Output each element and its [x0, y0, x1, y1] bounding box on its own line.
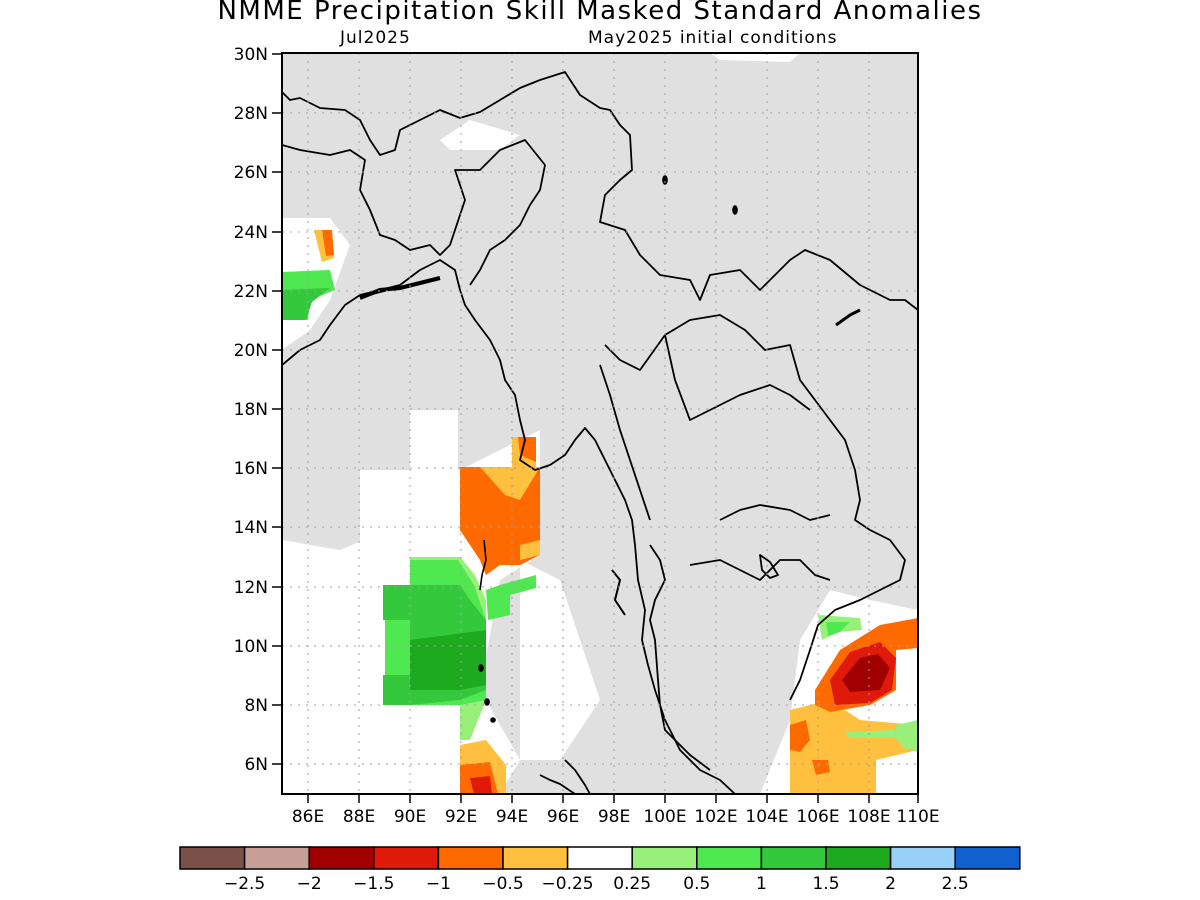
map-frame — [281, 52, 919, 795]
lon-label: 88E — [343, 807, 375, 827]
map-title: NMME Precipitation Skill Masked Standard… — [217, 0, 983, 26]
map-area — [282, 53, 918, 794]
colorbar: −2.5 −2 −1.5 −1 −0.5 −0.25 0.25 0.5 1 1.5 2 2.5 — [179, 846, 1021, 894]
lat-label: 16N — [234, 459, 268, 479]
lat-label: 20N — [234, 341, 268, 361]
lon-label: 106E — [796, 807, 839, 827]
lat-label: 22N — [234, 282, 268, 302]
lon-label: 98E — [598, 807, 630, 827]
colorbar-swatch — [696, 846, 763, 870]
tick-marks — [272, 53, 919, 803]
colorbar-label: −1 — [426, 874, 451, 894]
lat-label: 26N — [234, 163, 268, 183]
lon-label: 96E — [547, 807, 579, 827]
lon-label: 108E — [847, 807, 890, 827]
lat-label: 24N — [234, 223, 268, 243]
colorbar-label: −0.25 — [542, 874, 594, 894]
colorbar-swatch — [373, 846, 440, 870]
colorbar-swatch — [760, 846, 827, 870]
lat-label: 18N — [234, 400, 268, 420]
colorbar-label: −2.5 — [224, 874, 265, 894]
colorbar-swatch — [889, 846, 956, 870]
lon-label: 86E — [292, 807, 324, 827]
colorbar-swatch — [502, 846, 569, 870]
lat-label: 10N — [234, 637, 268, 657]
islands — [359, 175, 861, 723]
colorbar-label: −0.5 — [482, 874, 523, 894]
latitude-labels: 30N 28N 26N 24N 22N 20N 18N 16N 14N 12N … — [234, 45, 268, 775]
lat-label: 30N — [234, 45, 268, 65]
lat-label: 14N — [234, 518, 268, 538]
colorbar-label: 2 — [885, 874, 896, 894]
colorbar-label: 0.5 — [683, 874, 710, 894]
colorbar-swatch — [308, 846, 375, 870]
colorbar-swatch — [825, 846, 892, 870]
colorbar-swatch — [566, 846, 633, 870]
colorbar-label: −2 — [297, 874, 322, 894]
lon-label: 94E — [496, 807, 528, 827]
lon-label: 102E — [694, 807, 737, 827]
colorbar-swatch — [437, 846, 504, 870]
colorbar-swatch — [954, 846, 1021, 870]
lon-label: 104E — [745, 807, 788, 827]
colorbar-swatch — [179, 846, 246, 870]
colorbar-label: −1.5 — [353, 874, 394, 894]
lon-label: 90E — [394, 807, 426, 827]
colorbar-label: 2.5 — [942, 874, 969, 894]
graticule — [282, 53, 918, 794]
lon-label: 92E — [445, 807, 477, 827]
lon-label: 110E — [896, 807, 939, 827]
coastlines — [282, 71, 918, 794]
initial-conditions-label: May2025 initial conditions — [588, 28, 838, 48]
longitude-labels: 86E 88E 90E 92E 94E 96E 98E 100E 102E 10… — [292, 807, 940, 827]
colorbar-swatch — [631, 846, 698, 870]
forecast-month-label: Jul2025 — [340, 28, 411, 48]
lat-label: 6N — [244, 755, 268, 775]
lat-label: 8N — [244, 696, 268, 716]
lon-label: 100E — [643, 807, 686, 827]
colorbar-label: 1.5 — [812, 874, 839, 894]
lat-label: 12N — [234, 578, 268, 598]
anomaly-contours — [282, 230, 918, 794]
colorbar-swatch — [243, 846, 310, 870]
colorbar-label: 0.25 — [613, 874, 651, 894]
lat-label: 28N — [234, 104, 268, 124]
colorbar-label: 1 — [756, 874, 767, 894]
